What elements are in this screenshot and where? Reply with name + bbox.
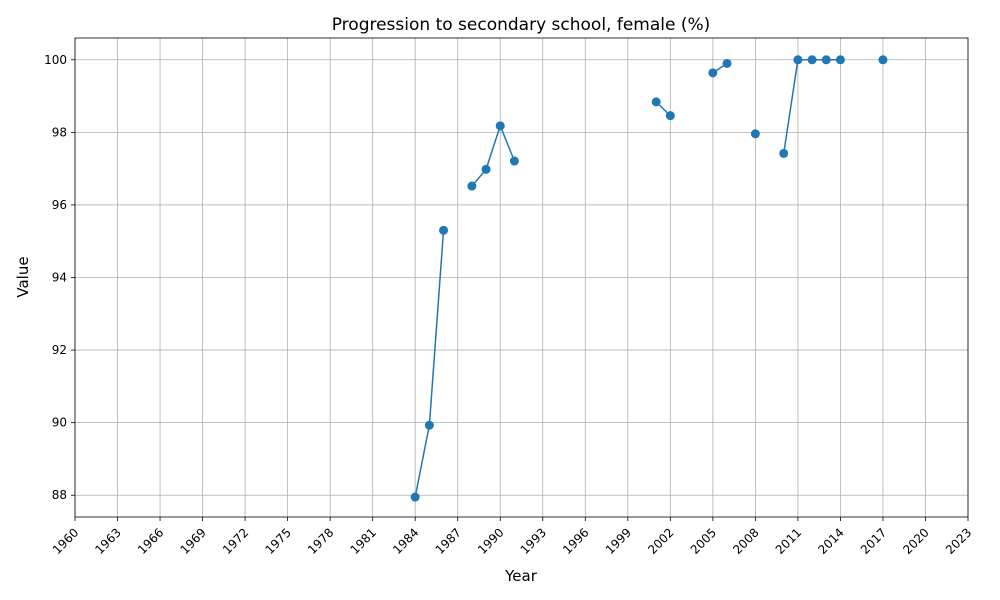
- x-tick-label: 2011: [773, 525, 804, 556]
- y-tick-label: 96: [52, 198, 67, 212]
- data-point: [878, 55, 888, 65]
- x-tick-label: 1966: [135, 525, 166, 556]
- series-line-segment: [782, 59, 841, 154]
- x-tick-label: 1981: [348, 525, 379, 556]
- data-point: [779, 148, 789, 158]
- y-tick-label: 92: [52, 343, 67, 357]
- data-point: [439, 225, 449, 235]
- x-tick-label: 1990: [475, 525, 506, 556]
- x-tick-label: 1996: [560, 525, 591, 556]
- data-point: [722, 58, 732, 68]
- y-tick-label: 88: [52, 488, 67, 502]
- data-point: [481, 164, 491, 174]
- data-point: [793, 55, 803, 65]
- x-tick-label: 2014: [815, 525, 846, 556]
- data-point: [835, 55, 845, 65]
- x-tick-label: 2020: [900, 525, 931, 556]
- x-tick-label: 1987: [433, 525, 464, 556]
- x-tick-label: 1963: [92, 525, 123, 556]
- x-tick-label: 2017: [858, 525, 889, 556]
- x-axis-label: Year: [504, 567, 538, 585]
- chart-title: Progression to secondary school, female …: [332, 15, 711, 35]
- x-axis-ticks: 1960 1963 1966 1969 1972 1975 1978 1981 1984 1987…: [50, 517, 974, 557]
- x-tick-label: 1984: [390, 525, 421, 556]
- data-point: [821, 55, 831, 65]
- y-axis-ticks: 88 90 92 94 96 98 100: [44, 53, 75, 502]
- series-line-segment: [471, 123, 516, 187]
- data-point: [509, 156, 519, 166]
- x-tick-label: 1999: [603, 525, 634, 556]
- data-point: [665, 111, 675, 121]
- x-tick-label: 1969: [177, 525, 208, 556]
- data-point: [807, 55, 817, 65]
- data-point: [708, 68, 718, 78]
- y-tick-label: 94: [52, 271, 67, 285]
- data-point: [495, 121, 505, 131]
- x-tick-label: 1972: [220, 525, 251, 556]
- data-point: [651, 97, 661, 107]
- x-tick-label: 1960: [50, 525, 81, 556]
- y-tick-label: 98: [52, 125, 67, 139]
- series-line-segment: [414, 230, 445, 498]
- series-layer: [410, 55, 888, 502]
- y-tick-label: 100: [44, 53, 67, 67]
- data-point: [750, 129, 760, 139]
- grid-lines: [74, 38, 969, 517]
- y-axis-label: Value: [14, 256, 32, 297]
- x-tick-label: 2008: [730, 525, 761, 556]
- y-tick-label: 90: [52, 416, 67, 430]
- data-point: [410, 492, 420, 502]
- x-tick-label: 2002: [645, 525, 676, 556]
- data-point: [467, 181, 477, 191]
- x-tick-label: 2005: [688, 525, 719, 556]
- x-tick-label: 1993: [518, 525, 549, 556]
- x-tick-label: 1975: [262, 525, 293, 556]
- x-tick-label: 2023: [943, 525, 974, 556]
- data-point: [424, 420, 434, 430]
- x-tick-label: 1978: [305, 525, 336, 556]
